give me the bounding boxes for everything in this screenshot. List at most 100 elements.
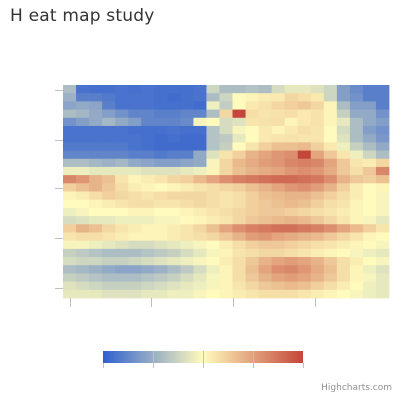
heatmap-cell[interactable] xyxy=(128,142,142,151)
heatmap-cell[interactable] xyxy=(284,93,299,102)
heatmap-cell[interactable] xyxy=(141,248,155,258)
heatmap-cell[interactable] xyxy=(284,240,299,250)
heatmap-cell[interactable] xyxy=(232,289,246,299)
heatmap-cell[interactable] xyxy=(63,117,77,127)
heatmap-cell[interactable] xyxy=(362,150,377,160)
heatmap-cell[interactable] xyxy=(232,199,246,209)
heatmap-cell[interactable] xyxy=(245,101,259,110)
heatmap-cell[interactable] xyxy=(102,265,116,274)
heatmap-cell[interactable] xyxy=(219,150,233,160)
heatmap-cell[interactable] xyxy=(232,142,246,151)
heatmap-cell[interactable] xyxy=(362,224,377,233)
heatmap-cell[interactable] xyxy=(206,125,220,135)
heatmap-cell[interactable] xyxy=(297,125,312,135)
heatmap-cell[interactable] xyxy=(141,85,155,94)
heatmap-cell[interactable] xyxy=(154,207,168,217)
heatmap-cell[interactable] xyxy=(102,273,116,283)
heatmap-cell[interactable] xyxy=(206,248,220,258)
heatmap-cell[interactable] xyxy=(102,207,116,217)
heatmap-cell[interactable] xyxy=(323,216,338,225)
heatmap-cell[interactable] xyxy=(219,93,233,102)
heatmap-cell[interactable] xyxy=(89,117,103,127)
heatmap-cell[interactable] xyxy=(206,93,220,102)
heatmap-cell[interactable] xyxy=(63,109,77,119)
heatmap-cell[interactable] xyxy=(375,240,390,250)
heatmap-cell[interactable] xyxy=(310,199,325,209)
heatmap-cell[interactable] xyxy=(89,257,103,266)
heatmap-cell[interactable] xyxy=(219,281,233,291)
heatmap-cell[interactable] xyxy=(89,183,103,192)
heatmap-cell[interactable] xyxy=(349,142,364,151)
heatmap-cell[interactable] xyxy=(128,183,142,192)
heatmap-cell[interactable] xyxy=(245,265,259,274)
heatmap-cell[interactable] xyxy=(271,142,286,151)
heatmap-cell[interactable] xyxy=(128,199,142,209)
heatmap-cell[interactable] xyxy=(167,142,181,151)
heatmap-cell[interactable] xyxy=(154,281,168,291)
heatmap-cell[interactable] xyxy=(297,257,312,266)
heatmap-cell[interactable] xyxy=(193,240,207,250)
heatmap-cell[interactable] xyxy=(310,216,325,225)
heatmap-cell[interactable] xyxy=(362,109,377,119)
heatmap-cell[interactable] xyxy=(141,289,155,299)
heatmap-cell[interactable] xyxy=(219,85,233,94)
heatmap-cell[interactable] xyxy=(323,150,338,160)
heatmap-cell[interactable] xyxy=(180,85,194,94)
heatmap-cell[interactable] xyxy=(219,134,233,143)
heatmap-cell[interactable] xyxy=(310,125,325,135)
heatmap-cell[interactable] xyxy=(180,216,194,225)
heatmap-cell[interactable] xyxy=(245,125,259,135)
heatmap-cell[interactable] xyxy=(245,183,259,192)
heatmap-cell[interactable] xyxy=(232,265,246,274)
heatmap-cell[interactable] xyxy=(89,191,103,201)
heatmap-cell[interactable] xyxy=(336,240,351,250)
heatmap-cell[interactable] xyxy=(102,117,116,127)
heatmap-cell[interactable] xyxy=(362,183,377,192)
heatmap-cell[interactable] xyxy=(284,101,299,110)
heatmap-cell[interactable] xyxy=(167,232,181,242)
heatmap-cell[interactable] xyxy=(219,117,233,127)
heatmap-cell[interactable] xyxy=(310,183,325,192)
heatmap-cell[interactable] xyxy=(349,191,364,201)
heatmap-cell[interactable] xyxy=(349,166,364,176)
heatmap-cell[interactable] xyxy=(167,265,181,274)
heatmap-cell[interactable] xyxy=(89,289,103,299)
heatmap-cell[interactable] xyxy=(232,93,246,102)
heatmap-cell[interactable] xyxy=(206,158,220,168)
heatmap-cell[interactable] xyxy=(336,125,351,135)
heatmap-cell[interactable] xyxy=(180,232,194,242)
heatmap-cell[interactable] xyxy=(115,191,129,201)
heatmap-cell[interactable] xyxy=(245,85,259,94)
heatmap-cell[interactable] xyxy=(258,191,273,201)
heatmap-cell[interactable] xyxy=(89,125,103,135)
heatmap-cell[interactable] xyxy=(310,166,325,176)
heatmap-cell[interactable] xyxy=(310,248,325,258)
heatmap-cell[interactable] xyxy=(115,117,129,127)
heatmap-cell[interactable] xyxy=(63,125,77,135)
heatmap-cell[interactable] xyxy=(258,199,273,209)
heatmap-cell[interactable] xyxy=(284,273,299,283)
heatmap-cell[interactable] xyxy=(323,224,338,233)
heatmap-cell[interactable] xyxy=(232,240,246,250)
heatmap-cell[interactable] xyxy=(349,224,364,233)
heatmap-cell[interactable] xyxy=(232,216,246,225)
heatmap-cell[interactable] xyxy=(362,248,377,258)
heatmap-cell[interactable] xyxy=(349,248,364,258)
heatmap-cell[interactable] xyxy=(219,289,233,299)
heatmap-cell[interactable] xyxy=(193,101,207,110)
heatmap-cell[interactable] xyxy=(362,101,377,110)
heatmap-cell[interactable] xyxy=(258,281,273,291)
heatmap-cell[interactable] xyxy=(128,117,142,127)
heatmap-cell[interactable] xyxy=(193,175,207,184)
heatmap-cell[interactable] xyxy=(115,257,129,266)
heatmap-cell[interactable] xyxy=(115,85,129,94)
heatmap-cell[interactable] xyxy=(154,191,168,201)
heatmap-cell[interactable] xyxy=(193,150,207,160)
heatmap-cell[interactable] xyxy=(336,175,351,184)
heatmap-cell[interactable] xyxy=(154,125,168,135)
heatmap-cell[interactable] xyxy=(167,240,181,250)
heatmap-cell[interactable] xyxy=(63,257,77,266)
heatmap-cell[interactable] xyxy=(375,158,390,168)
heatmap-cell[interactable] xyxy=(245,117,259,127)
heatmap-cell[interactable] xyxy=(323,257,338,266)
